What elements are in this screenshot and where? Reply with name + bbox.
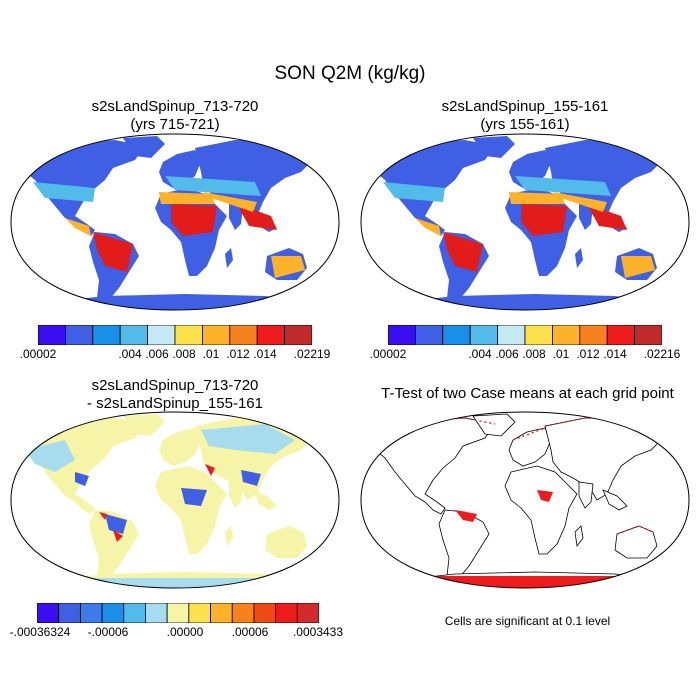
cbar2-tick: .014 xyxy=(603,347,627,361)
main-title: SON Q2M (kg/kg) xyxy=(274,63,426,84)
colorbar-panel1-swatch xyxy=(64,325,94,345)
panel3-globe-outline xyxy=(10,411,340,589)
colorbar-panel2-swatch xyxy=(551,325,581,345)
colorbar-panel3-swatch xyxy=(79,603,103,623)
colorbar-panel2-swatch xyxy=(579,325,608,345)
panel3-title: s2sLandSpinup_713-720 - s2sLandSpinup_15… xyxy=(20,377,330,413)
panel1-title-line2: (yrs 715-721) xyxy=(130,116,220,133)
colorbar-panel2 xyxy=(388,325,662,345)
panel2-subtropics-mid xyxy=(415,192,655,278)
panel2-tropics-high xyxy=(443,204,627,272)
colorbar-panel3-swatch xyxy=(37,603,60,623)
colorbar-panel1 xyxy=(38,325,312,345)
panel4-significant-south-america xyxy=(455,510,477,522)
cbar2-tick: .00002 xyxy=(369,347,407,361)
panel1-title: s2sLandSpinup_713-720 (yrs 715-721) xyxy=(20,98,330,134)
colorbar-panel1-swatch xyxy=(92,325,121,345)
panel4-title: T-Test of two Case means at each grid po… xyxy=(381,385,674,402)
cbar2-tick: .01 xyxy=(552,347,570,361)
cbar1-tick: .008 xyxy=(172,347,196,361)
panel3-blue-patches xyxy=(75,470,261,534)
panel3-map xyxy=(10,411,340,589)
panel4-globe-outline xyxy=(360,411,690,589)
cbar3-tick: .00000 xyxy=(166,625,204,639)
colorbar-panel3-swatch xyxy=(166,603,190,623)
cbar1-tick: .01 xyxy=(202,347,220,361)
panel1-map xyxy=(10,133,340,311)
panel1-midlat xyxy=(33,176,261,202)
significance-note: Cells are significant at 0.1 level xyxy=(444,614,611,628)
colorbar-panel3-swatch xyxy=(58,603,81,623)
colorbar-panel3-swatch xyxy=(188,603,211,623)
cbar1-tick: .014 xyxy=(253,347,277,361)
colorbar-panel3-swatch xyxy=(231,603,255,623)
panel1-tropics-high xyxy=(93,204,277,272)
colorbar-panel1-swatch xyxy=(201,325,231,345)
cbar2-tick: .012 xyxy=(576,347,600,361)
colorbar-panel1-swatch xyxy=(119,325,148,345)
colorbar-panel2-swatch xyxy=(414,325,444,345)
colorbar-panel3-swatch xyxy=(101,603,125,623)
panel2-midlat xyxy=(383,176,611,202)
colorbar-panel1-swatch xyxy=(147,325,176,345)
cbar1-tick: .006 xyxy=(145,347,169,361)
cbar1-tick: .00002 xyxy=(19,347,57,361)
colorbar-panel2-swatch xyxy=(606,325,635,345)
colorbar-panel3-swatch xyxy=(253,603,277,623)
colorbar-panel3-swatch xyxy=(145,603,168,623)
panel3-title-line1: s2sLandSpinup_713-720 xyxy=(91,377,259,394)
cbar2-tick: .004 xyxy=(468,347,492,361)
panel2-globe-outline xyxy=(360,133,690,311)
colorbar-panel3-swatch xyxy=(296,603,319,623)
colorbar-panel2-swatch xyxy=(388,325,416,345)
cbar1-tick: .004 xyxy=(118,347,142,361)
cbar2-tick: .008 xyxy=(522,347,546,361)
colorbar-panel1-swatch xyxy=(284,325,312,345)
cbar3-tick: -.00006 xyxy=(87,625,129,639)
colorbar-panel1-swatch xyxy=(256,325,285,345)
panel1-globe-outline xyxy=(10,133,340,311)
panel2-title-line2: (yrs 155-161) xyxy=(480,116,570,133)
colorbar-panel2-swatch xyxy=(524,325,553,345)
colorbar-panel3-swatch xyxy=(210,603,233,623)
panel1-subtropics-mid xyxy=(65,192,305,278)
cbar3-tick: -.00036324 xyxy=(9,625,71,639)
panel2-map xyxy=(360,133,690,311)
panel2-title: s2sLandSpinup_155-161 (yrs 155-161) xyxy=(370,98,680,134)
colorbar-panel2-swatch xyxy=(469,325,498,345)
cbar1-tick: .012 xyxy=(226,347,250,361)
cbar2-tick: .02216 xyxy=(643,347,681,361)
colorbar-panel1-swatch xyxy=(174,325,203,345)
colorbar-panel2-swatch xyxy=(634,325,662,345)
panel4-significant-africa xyxy=(537,490,553,502)
colorbar-panel3 xyxy=(37,603,319,623)
colorbar-panel3-swatch xyxy=(275,603,298,623)
panel1-title-line1: s2sLandSpinup_713-720 xyxy=(91,98,259,115)
colorbar-panel1-swatch xyxy=(38,325,66,345)
panel2-title-line1: s2sLandSpinup_155-161 xyxy=(441,98,609,115)
cbar2-tick: .006 xyxy=(495,347,519,361)
cbar3-tick: .0003433 xyxy=(292,625,344,639)
cbar3-tick: .00006 xyxy=(231,625,269,639)
panel3-title-line2: - s2sLandSpinup_155-161 xyxy=(87,395,263,412)
cbar1-tick: .02219 xyxy=(293,347,331,361)
colorbar-panel2-swatch xyxy=(442,325,471,345)
colorbar-panel3-swatch xyxy=(123,603,146,623)
colorbar-panel2-swatch xyxy=(497,325,526,345)
colorbar-panel1-swatch xyxy=(229,325,258,345)
panel4-map xyxy=(360,411,690,589)
